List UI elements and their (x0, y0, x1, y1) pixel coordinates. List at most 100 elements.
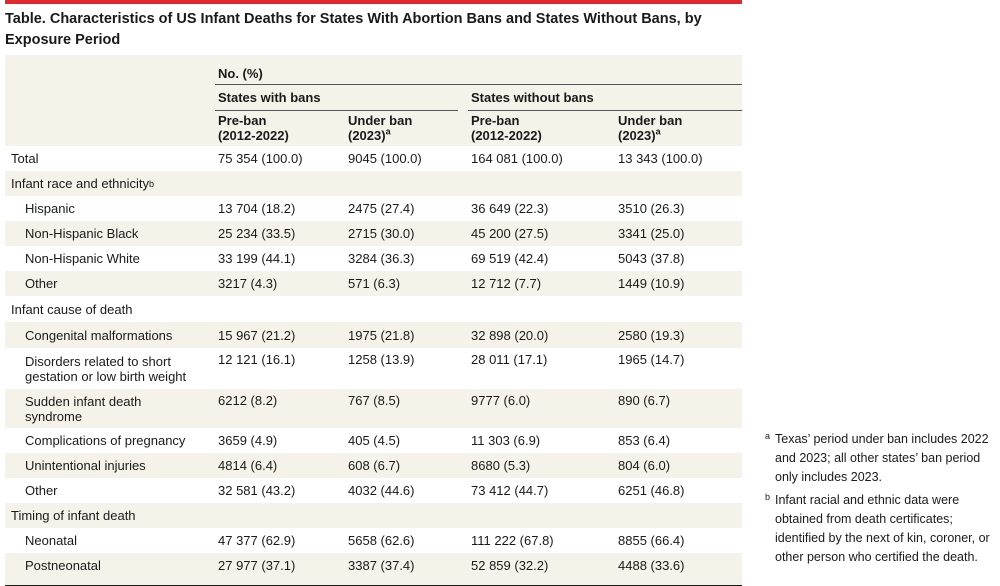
cell-value: 12 712 (7.7) (471, 276, 542, 291)
cell-value: 69 519 (42.4) (471, 251, 549, 266)
cell-value: 15 967 (21.2) (218, 327, 296, 343)
cell-value: 13 343 (100.0) (618, 151, 703, 166)
row-label: Other (25, 483, 58, 498)
cell-value: 52 859 (32.2) (471, 558, 549, 573)
table-row: Hispanic 13 704 (18.2) 2475 (27.4) 36 64… (5, 196, 742, 221)
col-header-with-under-ban: Under ban (2023)a (348, 113, 413, 143)
cell-value: 6212 (8.2) (218, 393, 278, 408)
cell-value: 28 011 (17.1) (471, 352, 548, 367)
title-accent-bar (5, 0, 742, 4)
table-row: Non-Hispanic Black 25 234 (33.5) 2715 (3… (5, 221, 742, 246)
footnote-b: b Infant racial and ethnic data were obt… (765, 492, 990, 564)
group-rule-with-bans (215, 110, 458, 111)
cell-value: 25 234 (33.5) (218, 226, 296, 241)
cell-value: 12 121 (16.1) (218, 352, 296, 367)
table-row: Congenital malformations 15 967 (21.2) 1… (5, 322, 742, 348)
header-rule (215, 84, 742, 85)
cell-value: 2580 (19.3) (618, 327, 685, 343)
section-label: Timing of infant death (11, 508, 136, 523)
section-label: Infant race and ethnicity b (11, 176, 155, 191)
table-row: Total 75 354 (100.0) 9045 (100.0) 164 08… (5, 146, 742, 171)
cell-value: 73 412 (44.7) (471, 483, 549, 498)
section-row: Timing of infant death (5, 503, 742, 528)
cell-value: 3510 (26.3) (618, 201, 685, 216)
cell-value: 45 200 (27.5) (471, 226, 549, 241)
row-label: Congenital malformations (25, 327, 173, 343)
cell-value: 33 199 (44.1) (218, 251, 296, 266)
row-label: Total (11, 151, 39, 166)
row-label: Disorders related to short gestation or l… (25, 353, 187, 384)
cell-value: 405 (4.5) (348, 433, 401, 448)
footnote-a: a Texas’ period under ban includes 2022 … (765, 431, 989, 484)
table-row: Unintentional injuries 4814 (6.4) 608 (6… (5, 453, 742, 478)
row-label: Postneonatal (25, 558, 101, 573)
col-header-without-pre-ban: Pre-ban (2012-2022) (471, 113, 542, 143)
cell-value: 111 222 (67.8) (471, 533, 554, 548)
row-label: Neonatal (25, 533, 78, 548)
section-row: Infant race and ethnicity b (5, 171, 742, 196)
cell-value: 8680 (5.3) (471, 458, 531, 473)
cell-value: 1258 (13.9) (348, 352, 415, 367)
cell-value: 5043 (37.8) (618, 251, 685, 266)
cell-value: 853 (6.4) (618, 433, 671, 448)
cell-value: 75 354 (100.0) (218, 151, 303, 166)
cell-value: 5658 (62.6) (348, 533, 415, 548)
cell-value: 1975 (21.8) (348, 327, 415, 343)
row-label: Sudden infant death syndrome (25, 393, 142, 424)
cell-value: 9045 (100.0) (348, 151, 422, 166)
footnotes: a Texas’ period under ban includes 2022 … (765, 430, 997, 571)
cell-value: 4488 (33.6) (618, 558, 685, 573)
row-label: Other (25, 276, 58, 291)
cell-value: 3217 (4.3) (218, 276, 278, 291)
table-row: Non-Hispanic White 33 199 (44.1) 3284 (3… (5, 246, 742, 271)
table-row: Neonatal 47 377 (62.9) 5658 (62.6) 111 2… (5, 528, 742, 553)
row-label: Hispanic (25, 201, 75, 216)
cell-value: 47 377 (62.9) (218, 533, 296, 548)
cell-value: 890 (6.7) (618, 393, 671, 408)
section-label: Infant cause of death (11, 301, 133, 317)
cell-value: 4032 (44.6) (348, 483, 415, 498)
group-header-with-bans: States with bans (218, 90, 321, 105)
section-row: Infant cause of death (5, 296, 742, 322)
cell-value: 32 898 (20.0) (471, 327, 549, 343)
cell-value: 767 (8.5) (348, 393, 401, 408)
cell-value: 3284 (36.3) (348, 251, 415, 266)
unit-header: No. (%) (218, 66, 263, 81)
cell-value: 8855 (66.4) (618, 533, 685, 548)
cell-value: 571 (6.3) (348, 276, 401, 291)
group-rule-without-bans (468, 110, 742, 111)
cell-value: 9777 (6.0) (471, 393, 531, 408)
cell-value: 1965 (14.7) (618, 352, 685, 367)
row-label: Non-Hispanic White (25, 251, 140, 266)
cell-value: 11 303 (6.9) (471, 433, 541, 448)
data-table: No. (%) States with bans States without … (5, 55, 742, 586)
cell-value: 804 (6.0) (618, 458, 671, 473)
cell-value: 164 081 (100.0) (471, 151, 563, 166)
cell-value: 32 581 (43.2) (218, 483, 296, 498)
table-row: Other 3217 (4.3) 571 (6.3) 12 712 (7.7) … (5, 271, 742, 296)
table-row: Sudden infant death syndrome 6212 (8.2) 7… (5, 389, 742, 428)
cell-value: 6251 (46.8) (618, 483, 685, 498)
col-header-with-pre-ban: Pre-ban (2012-2022) (218, 113, 289, 143)
table-title: Table. Characteristics of US Infant Deat… (5, 11, 702, 48)
table-row: Complications of pregnancy 3659 (4.9) 40… (5, 428, 742, 453)
row-label: Complications of pregnancy (25, 433, 186, 448)
table-row: Postneonatal 27 977 (37.1) 3387 (37.4) 5… (5, 553, 742, 578)
cell-value: 3387 (37.4) (348, 558, 415, 573)
cell-value: 3341 (25.0) (618, 226, 685, 241)
cell-value: 36 649 (22.3) (471, 201, 549, 216)
cell-value: 2715 (30.0) (348, 226, 415, 241)
cell-value: 27 977 (37.1) (218, 558, 296, 573)
cell-value: 2475 (27.4) (348, 201, 415, 216)
col-header-without-under-ban: Under ban (2023)a (618, 113, 683, 143)
table-row: Disorders related to short gestation or l… (5, 348, 742, 389)
cell-value: 4814 (6.4) (218, 458, 278, 473)
group-header-without-bans: States without bans (471, 90, 594, 105)
cell-value: 3659 (4.9) (218, 433, 278, 448)
row-label: Unintentional injuries (25, 458, 146, 473)
cell-value: 13 704 (18.2) (218, 201, 296, 216)
row-label: Non-Hispanic Black (25, 226, 139, 241)
table-row: Other 32 581 (43.2) 4032 (44.6) 73 412 (… (5, 478, 742, 503)
cell-value: 608 (6.7) (348, 458, 401, 473)
cell-value: 1449 (10.9) (618, 276, 685, 291)
